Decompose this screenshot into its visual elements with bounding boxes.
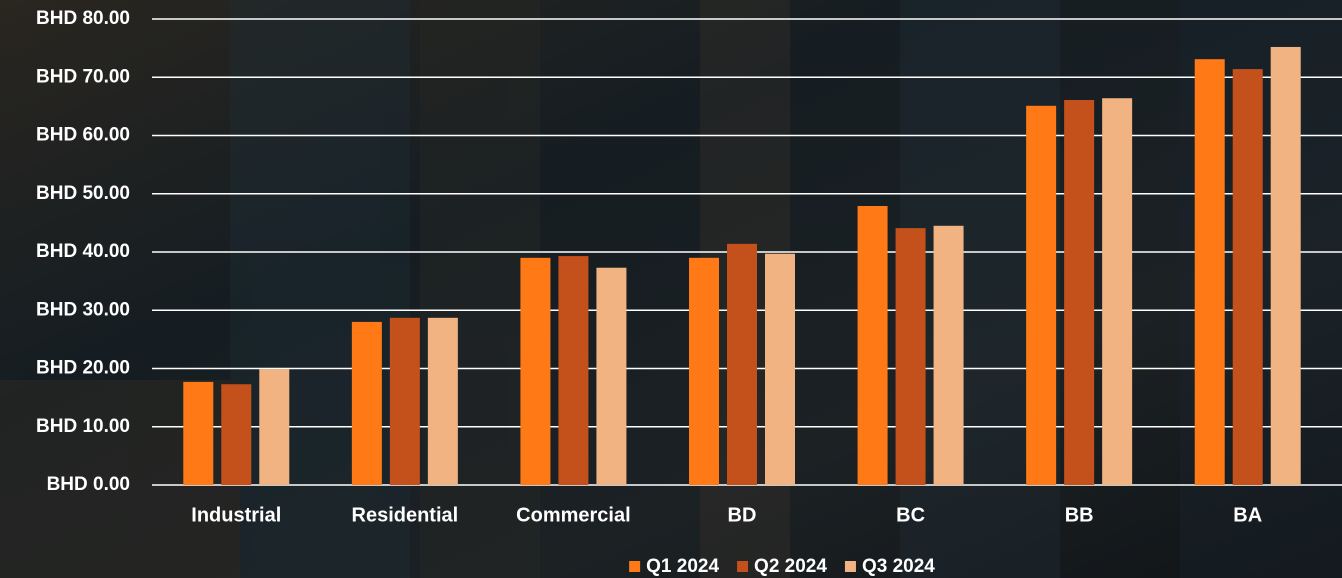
bar <box>933 225 964 485</box>
bar <box>520 257 551 485</box>
x-tick-label: Industrial <box>191 504 281 526</box>
bar <box>857 205 888 486</box>
legend-label: Q1 2024 <box>646 556 719 577</box>
y-tick-label: BHD 10.00 <box>36 416 130 437</box>
bar <box>1194 59 1225 485</box>
legend-label: Q3 2024 <box>862 556 935 577</box>
bar <box>1270 46 1301 486</box>
legend-swatch <box>737 561 749 572</box>
x-tick-label: BD <box>728 504 757 526</box>
bar <box>596 267 627 485</box>
bar <box>1026 105 1057 485</box>
bar <box>221 384 252 485</box>
x-tick-label: BC <box>896 504 925 526</box>
bar <box>1232 69 1263 485</box>
legend-label: Q2 2024 <box>754 556 827 577</box>
y-tick-label: BHD 70.00 <box>36 66 130 87</box>
bar <box>765 253 795 485</box>
y-tick-label: BHD 50.00 <box>36 183 130 204</box>
bar <box>558 256 589 485</box>
bar <box>689 257 719 485</box>
y-tick-label: BHD 40.00 <box>36 241 130 262</box>
y-tick-label: BHD 80.00 <box>36 8 130 29</box>
y-tick-label: BHD 0.00 <box>47 474 130 495</box>
bar <box>895 228 926 485</box>
x-tick-label: Residential <box>352 504 459 526</box>
legend-swatch <box>629 561 641 572</box>
bar <box>1064 99 1095 485</box>
bar <box>389 317 420 485</box>
bar <box>259 369 290 485</box>
y-tick-label: BHD 20.00 <box>36 358 130 379</box>
x-tick-label: BA <box>1233 504 1262 526</box>
bar <box>1102 98 1133 485</box>
bar <box>427 317 458 485</box>
y-tick-label: BHD 60.00 <box>36 125 130 146</box>
x-tick-label: Commercial <box>516 504 631 526</box>
y-tick-label: BHD 30.00 <box>36 299 130 320</box>
bar <box>351 321 382 485</box>
x-tick-label: BB <box>1065 504 1094 526</box>
bar <box>727 243 757 485</box>
bar <box>183 381 214 485</box>
legend-swatch <box>844 561 856 572</box>
